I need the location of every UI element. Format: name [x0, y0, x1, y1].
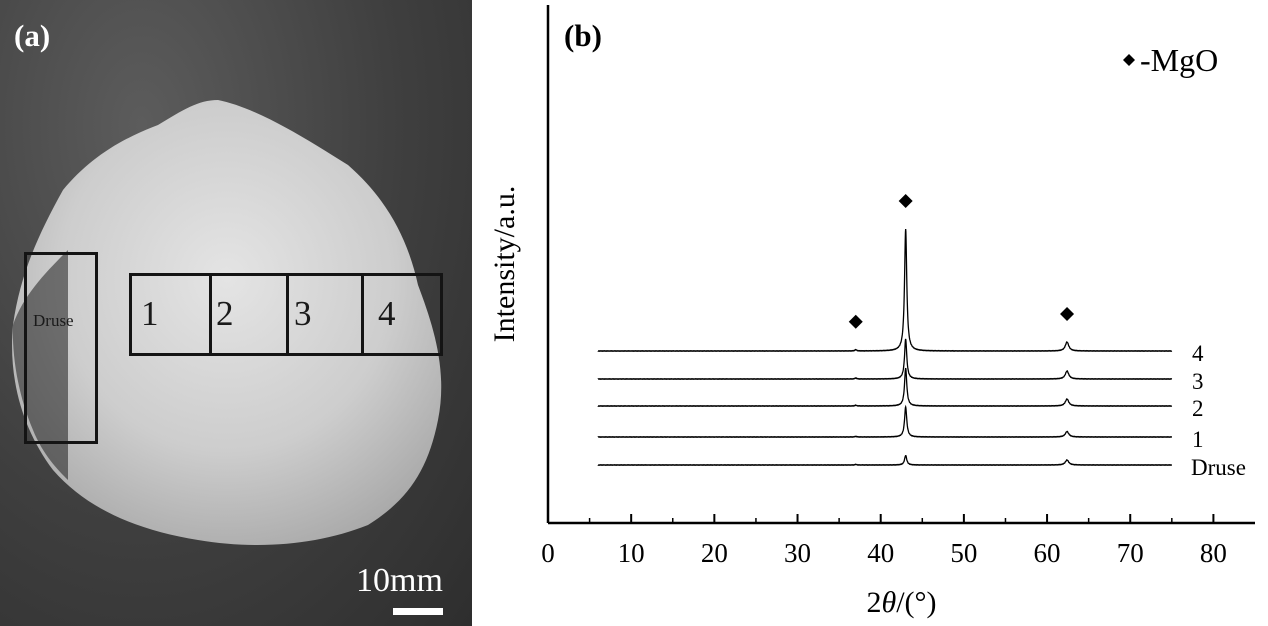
series-label-1: 1 [1192, 427, 1204, 452]
region-label-druse: Druse [33, 311, 74, 330]
region-box-4: 4 [361, 273, 443, 356]
series-label-4: 4 [1192, 341, 1204, 366]
series-line-druse [597, 455, 1173, 466]
panel-label-a: (a) [14, 18, 51, 53]
region-box-1: 1 [129, 273, 212, 356]
x-axis-title: 2θ/(°) [866, 586, 936, 619]
x-tick-label: 30 [784, 538, 811, 568]
region-box-3: 3 [286, 273, 364, 356]
y-axis-title: Intensity/a.u. [488, 186, 521, 343]
series-label-3: 3 [1192, 369, 1204, 394]
x-tick-label: 20 [701, 538, 728, 568]
specimen-photo-panel: (a) Druse 1 2 3 4 10mm [0, 0, 472, 626]
region-box-druse: Druse [24, 252, 98, 444]
legend-diamond-icon [1123, 54, 1135, 66]
chart-axes [546, 5, 1255, 525]
specimen-shape [12, 100, 442, 545]
peak-marker-diamond [898, 194, 913, 208]
x-tick-label: 0 [541, 538, 555, 568]
peak-marker-diamond [848, 314, 863, 329]
series-label-2: 2 [1192, 396, 1204, 421]
region-label-1: 1 [141, 294, 159, 333]
panel-label-b: (b) [564, 18, 602, 53]
scale-bar [393, 608, 443, 615]
x-tick-label: 60 [1034, 538, 1061, 568]
x-tick-label: 80 [1200, 538, 1227, 568]
series-line-3 [597, 338, 1173, 380]
series-line-1 [597, 404, 1173, 438]
region-label-2: 2 [216, 294, 234, 333]
region-label-4: 4 [378, 294, 396, 333]
x-tick-label: 70 [1117, 538, 1144, 568]
x-tick-label: 10 [618, 538, 645, 568]
series-line-4 [597, 228, 1173, 352]
series-line-2 [597, 367, 1173, 407]
x-tick-label: 50 [950, 538, 977, 568]
peak-markers [848, 194, 1075, 329]
legend: -MgO [1123, 42, 1218, 78]
x-ticks: 0 10 20 30 40 50 60 70 80 [541, 514, 1227, 568]
axis-titles: 2θ/(°) Intensity/a.u. [488, 186, 937, 619]
xrd-chart: 0 10 20 30 40 50 60 70 80 Druse 1 23 4 -MgO 2θ/(°) I… [488, 5, 1255, 619]
region-label-3: 3 [294, 294, 312, 333]
series-labels: Druse 1 23 4 [1191, 341, 1246, 480]
legend-label: -MgO [1140, 42, 1218, 78]
series-group [597, 228, 1173, 466]
series-label-druse: Druse [1191, 455, 1246, 480]
x-tick-label: 40 [867, 538, 894, 568]
region-box-2: 2 [209, 273, 289, 356]
peak-marker-diamond [1060, 307, 1075, 321]
scale-bar-label: 10mm [356, 562, 443, 599]
xrd-chart-panel: 0 10 20 30 40 50 60 70 80 Druse 1 2 3 4 -MgO 2θ/(°) I… [472, 0, 1268, 626]
